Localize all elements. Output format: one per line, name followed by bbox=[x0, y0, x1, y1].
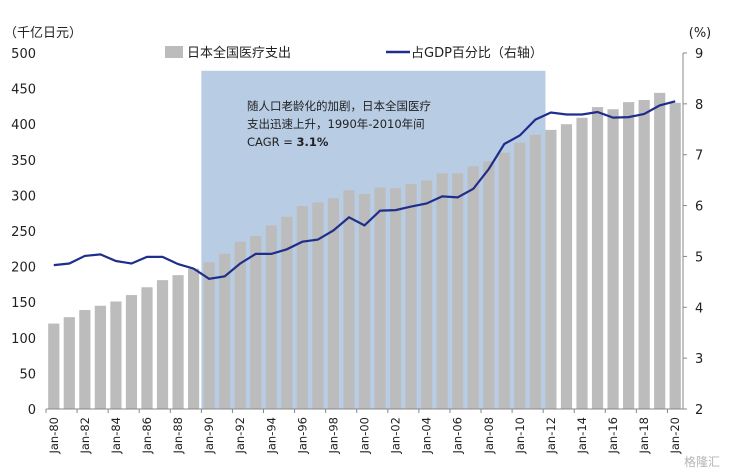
x-tick-label: Jan-18 bbox=[637, 417, 651, 455]
bar-2006 bbox=[452, 173, 464, 409]
x-tick-label: Jan-98 bbox=[326, 417, 340, 455]
bar-1992 bbox=[234, 241, 246, 409]
y-left-tick-label: 150 bbox=[11, 296, 36, 311]
y-left-tick-label: 250 bbox=[11, 225, 36, 240]
axes: 0 50 100 150 200 250 300 350 400 450 500 2 3 4 5 6 7 8 9 Ja… bbox=[11, 47, 703, 455]
bar-2015 bbox=[591, 107, 604, 409]
y-right-tick-label: 6 bbox=[695, 200, 703, 215]
y-left-axis-label: （千亿日元） bbox=[4, 26, 82, 41]
bar-1996 bbox=[296, 206, 308, 409]
bar-2007 bbox=[467, 166, 479, 409]
x-tick-label: Jan-90 bbox=[202, 417, 216, 455]
annotation: 随人口老龄化的加剧，日本全国医疗 支出迅速上升，1990年-2010年间 CAG… bbox=[247, 99, 431, 149]
legend-bar-swatch bbox=[165, 46, 183, 58]
gdp-share-line bbox=[53, 100, 676, 280]
bar-2002 bbox=[389, 188, 402, 409]
bar-1982 bbox=[79, 310, 91, 409]
x-tick-label: Jan-16 bbox=[606, 417, 620, 455]
y-right-axis-label: (%) bbox=[689, 26, 712, 41]
annotation-cagr: CAGR = 3.1% bbox=[247, 135, 329, 149]
bar-1986 bbox=[141, 287, 153, 409]
bar-2018 bbox=[638, 99, 650, 409]
y-right-tick-label: 8 bbox=[695, 98, 703, 113]
bar-1993 bbox=[250, 235, 262, 409]
bar-2013 bbox=[560, 124, 573, 409]
y-left-tick-label: 400 bbox=[11, 118, 36, 133]
x-tick-label: Jan-80 bbox=[47, 417, 61, 455]
legend-line-label: 占GDP百分比（右轴） bbox=[411, 46, 543, 61]
x-tick-label: Jan-06 bbox=[451, 417, 465, 455]
y-right-tick-label: 3 bbox=[695, 352, 703, 367]
bar-1981 bbox=[63, 317, 75, 409]
bar-series bbox=[48, 92, 681, 410]
annotation-cagr-value: 3.1% bbox=[297, 135, 329, 149]
x-tick-label: Jan-08 bbox=[482, 417, 496, 455]
bar-1995 bbox=[281, 216, 293, 409]
bar-2005 bbox=[436, 173, 448, 409]
x-tick-label: Jan-96 bbox=[295, 417, 309, 455]
bar-1980 bbox=[48, 323, 60, 409]
x-tick-label: Jan-92 bbox=[233, 417, 247, 455]
annotation-cagr-prefix: CAGR = bbox=[247, 135, 297, 149]
x-tick-label: Jan-10 bbox=[513, 417, 527, 455]
bar-1985 bbox=[125, 295, 138, 409]
x-tick-label: Jan-12 bbox=[544, 417, 558, 455]
bar-1988 bbox=[172, 275, 184, 409]
y-right-tick-label: 9 bbox=[695, 47, 703, 62]
x-tick-label: Jan-02 bbox=[389, 417, 403, 455]
y-right-tick-label: 7 bbox=[695, 149, 703, 164]
bar-1991 bbox=[219, 253, 231, 409]
legend: 日本全国医疗支出 占GDP百分比（右轴） bbox=[165, 45, 543, 61]
bar-1998 bbox=[327, 198, 340, 409]
bar-1989 bbox=[188, 268, 200, 409]
y-left-tick-label: 200 bbox=[11, 261, 36, 276]
bar-2020 bbox=[669, 102, 681, 409]
bar-2019 bbox=[654, 92, 666, 409]
bar-2004 bbox=[421, 180, 433, 409]
bar-1984 bbox=[110, 301, 122, 409]
y-left-tick-label: 450 bbox=[11, 83, 36, 98]
y-left-tick-label: 50 bbox=[19, 367, 36, 382]
annotation-line-1: 随人口老龄化的加剧，日本全国医疗 bbox=[247, 99, 431, 113]
legend-bar-label: 日本全国医疗支出 bbox=[187, 45, 291, 61]
x-tick-label: Jan-86 bbox=[140, 417, 154, 455]
x-tick-label: Jan-00 bbox=[358, 417, 372, 455]
x-tick-label: Jan-04 bbox=[420, 417, 434, 455]
y-left-tick-label: 300 bbox=[11, 189, 36, 204]
y-left-tick-label: 350 bbox=[11, 154, 36, 169]
bar-1990 bbox=[203, 262, 215, 409]
y-left-tick-label: 100 bbox=[11, 332, 36, 347]
y-left-tick-label: 500 bbox=[11, 47, 36, 62]
bar-2016 bbox=[607, 109, 619, 410]
watermark-logo: 格隆汇 bbox=[684, 454, 720, 469]
bar-2003 bbox=[405, 184, 417, 409]
y-right-tick-label: 4 bbox=[695, 301, 703, 316]
x-tick-label: Jan-82 bbox=[78, 417, 92, 455]
y-right-tick-label: 2 bbox=[695, 403, 703, 418]
y-right-tick-label: 5 bbox=[695, 250, 703, 265]
bar-2009 bbox=[498, 152, 510, 409]
bar-2008 bbox=[483, 161, 495, 409]
bar-2000 bbox=[358, 193, 371, 409]
bar-1987 bbox=[156, 280, 169, 409]
bar-2017 bbox=[623, 102, 635, 410]
bar-2001 bbox=[374, 187, 386, 409]
x-tick-label: Jan-20 bbox=[668, 417, 682, 455]
bar-1983 bbox=[94, 305, 106, 409]
bar-1994 bbox=[265, 225, 277, 409]
x-tick-label: Jan-94 bbox=[264, 417, 278, 455]
annotation-line-2: 支出迅速上升，1990年-2010年间 bbox=[247, 117, 425, 131]
x-tick-label: Jan-84 bbox=[109, 417, 123, 455]
bar-1999 bbox=[343, 190, 355, 409]
bar-2011 bbox=[529, 134, 541, 409]
y-left-tick-label: 0 bbox=[28, 403, 36, 418]
bar-1997 bbox=[312, 202, 324, 409]
x-tick-label: Jan-88 bbox=[171, 417, 185, 455]
bar-2014 bbox=[576, 117, 588, 410]
bar-2012 bbox=[545, 129, 557, 409]
bar-2010 bbox=[514, 142, 526, 409]
x-tick-label: Jan-14 bbox=[575, 417, 589, 455]
